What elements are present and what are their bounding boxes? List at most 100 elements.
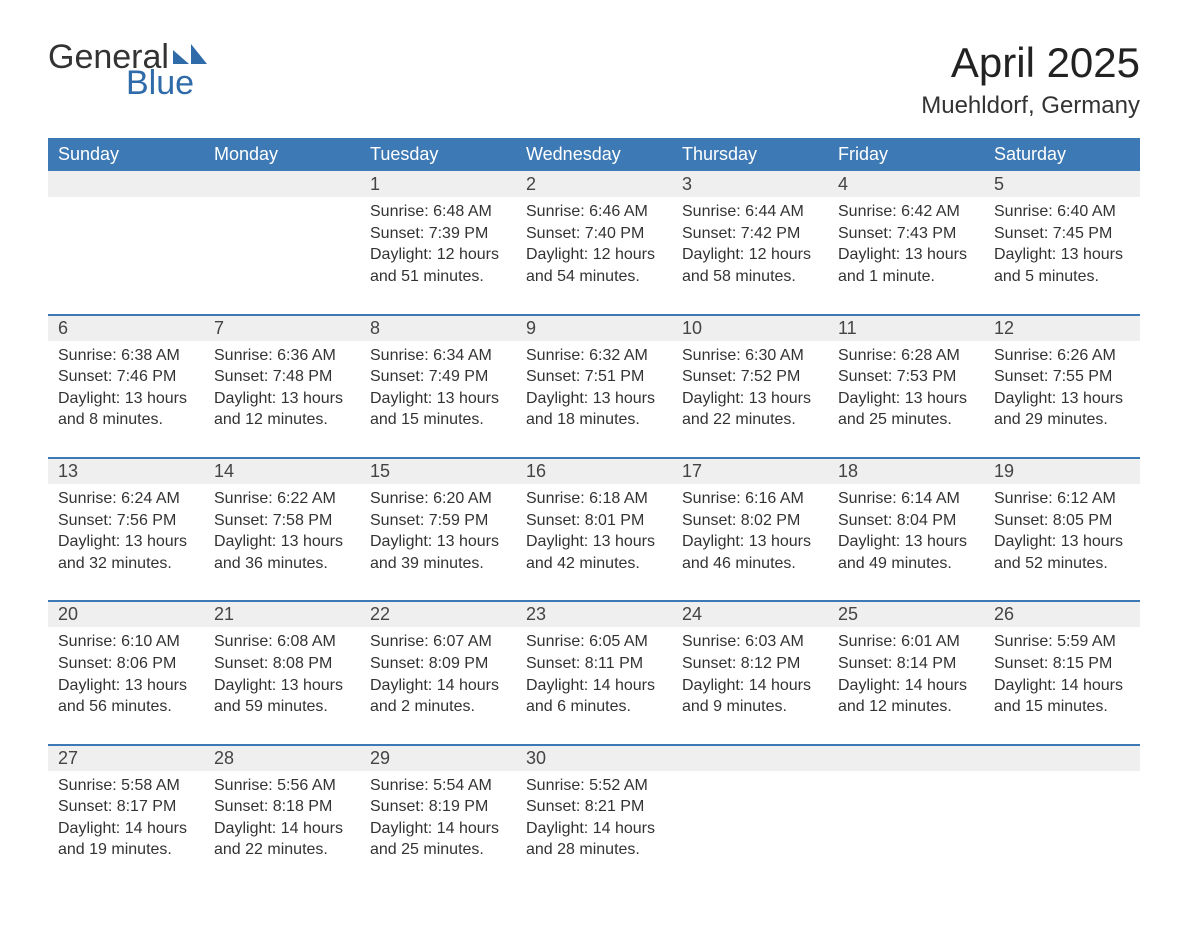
day-number-cell [672,745,828,771]
day-number-cell: 4 [828,171,984,197]
day-detail-cell: Sunrise: 6:48 AMSunset: 7:39 PMDaylight:… [360,197,516,314]
day-number-cell: 18 [828,458,984,484]
day-detail-cell: Sunrise: 6:03 AMSunset: 8:12 PMDaylight:… [672,627,828,744]
day-number-cell: 12 [984,315,1140,341]
day-number-cell: 14 [204,458,360,484]
weekday-header: Friday [828,138,984,171]
weekday-header: Tuesday [360,138,516,171]
day-number-cell: 30 [516,745,672,771]
day-detail-cell: Sunrise: 6:12 AMSunset: 8:05 PMDaylight:… [984,484,1140,601]
sunrise-line: Sunrise: 6:05 AM [526,631,662,653]
day-number-cell: 3 [672,171,828,197]
day-number-cell: 11 [828,315,984,341]
day-detail-cell: Sunrise: 6:22 AMSunset: 7:58 PMDaylight:… [204,484,360,601]
day-number-cell: 8 [360,315,516,341]
day-number-cell: 19 [984,458,1140,484]
logo: General Blue [48,40,207,100]
day-number-cell: 6 [48,315,204,341]
sunset-line: Sunset: 8:01 PM [526,510,662,532]
day-detail-cell: Sunrise: 5:54 AMSunset: 8:19 PMDaylight:… [360,771,516,887]
day-detail-cell: Sunrise: 5:52 AMSunset: 8:21 PMDaylight:… [516,771,672,887]
day-detail-cell [204,197,360,314]
sunset-line: Sunset: 8:09 PM [370,653,506,675]
header: General Blue April 2025 Muehldorf, Germa… [48,40,1140,120]
sunrise-line: Sunrise: 6:14 AM [838,488,974,510]
weekday-header-row: SundayMondayTuesdayWednesdayThursdayFrid… [48,138,1140,171]
day-number-cell: 25 [828,601,984,627]
sunrise-line: Sunrise: 6:48 AM [370,201,506,223]
daylight-line: Daylight: 12 hours and 54 minutes. [526,244,662,287]
day-detail-cell: Sunrise: 6:20 AMSunset: 7:59 PMDaylight:… [360,484,516,601]
day-detail-cell [672,771,828,887]
sunrise-line: Sunrise: 5:58 AM [58,775,194,797]
daylight-line: Daylight: 13 hours and 42 minutes. [526,531,662,574]
day-detail-cell: Sunrise: 6:46 AMSunset: 7:40 PMDaylight:… [516,197,672,314]
sunrise-line: Sunrise: 6:20 AM [370,488,506,510]
day-number-cell: 21 [204,601,360,627]
sunset-line: Sunset: 7:49 PM [370,366,506,388]
sunset-line: Sunset: 7:59 PM [370,510,506,532]
date-detail-row: Sunrise: 5:58 AMSunset: 8:17 PMDaylight:… [48,771,1140,887]
month-title: April 2025 [921,40,1140,86]
sunset-line: Sunset: 8:11 PM [526,653,662,675]
sunset-line: Sunset: 8:12 PM [682,653,818,675]
sunset-line: Sunset: 8:08 PM [214,653,350,675]
daylight-line: Daylight: 13 hours and 52 minutes. [994,531,1130,574]
sunset-line: Sunset: 8:15 PM [994,653,1130,675]
daylight-line: Daylight: 14 hours and 6 minutes. [526,675,662,718]
day-detail-cell: Sunrise: 6:16 AMSunset: 8:02 PMDaylight:… [672,484,828,601]
daylight-line: Daylight: 13 hours and 15 minutes. [370,388,506,431]
daylight-line: Daylight: 14 hours and 25 minutes. [370,818,506,861]
sunset-line: Sunset: 8:06 PM [58,653,194,675]
day-number-cell: 1 [360,171,516,197]
sunset-line: Sunset: 7:46 PM [58,366,194,388]
daylight-line: Daylight: 14 hours and 2 minutes. [370,675,506,718]
sunrise-line: Sunrise: 6:44 AM [682,201,818,223]
sunrise-line: Sunrise: 6:16 AM [682,488,818,510]
date-number-row: 6789101112 [48,315,1140,341]
day-detail-cell: Sunrise: 6:07 AMSunset: 8:09 PMDaylight:… [360,627,516,744]
sunrise-line: Sunrise: 5:52 AM [526,775,662,797]
sunrise-line: Sunrise: 6:42 AM [838,201,974,223]
day-number-cell [204,171,360,197]
sunrise-line: Sunrise: 6:10 AM [58,631,194,653]
sunrise-line: Sunrise: 6:30 AM [682,345,818,367]
day-detail-cell: Sunrise: 5:56 AMSunset: 8:18 PMDaylight:… [204,771,360,887]
sunset-line: Sunset: 8:05 PM [994,510,1130,532]
daylight-line: Daylight: 13 hours and 5 minutes. [994,244,1130,287]
day-number-cell: 22 [360,601,516,627]
date-number-row: 12345 [48,171,1140,197]
daylight-line: Daylight: 13 hours and 36 minutes. [214,531,350,574]
title-block: April 2025 Muehldorf, Germany [921,40,1140,120]
sunrise-line: Sunrise: 6:26 AM [994,345,1130,367]
sunrise-line: Sunrise: 6:38 AM [58,345,194,367]
sunrise-line: Sunrise: 6:28 AM [838,345,974,367]
day-number-cell: 7 [204,315,360,341]
sunrise-line: Sunrise: 6:36 AM [214,345,350,367]
day-detail-cell: Sunrise: 6:28 AMSunset: 7:53 PMDaylight:… [828,341,984,458]
day-detail-cell: Sunrise: 5:58 AMSunset: 8:17 PMDaylight:… [48,771,204,887]
day-number-cell: 20 [48,601,204,627]
day-detail-cell: Sunrise: 6:30 AMSunset: 7:52 PMDaylight:… [672,341,828,458]
sunset-line: Sunset: 8:21 PM [526,796,662,818]
daylight-line: Daylight: 14 hours and 9 minutes. [682,675,818,718]
sunset-line: Sunset: 7:53 PM [838,366,974,388]
sunrise-line: Sunrise: 5:54 AM [370,775,506,797]
sunset-line: Sunset: 7:43 PM [838,223,974,245]
day-detail-cell: Sunrise: 6:08 AMSunset: 8:08 PMDaylight:… [204,627,360,744]
calendar-table: SundayMondayTuesdayWednesdayThursdayFrid… [48,138,1140,887]
sunset-line: Sunset: 7:52 PM [682,366,818,388]
day-number-cell [984,745,1140,771]
day-number-cell: 13 [48,458,204,484]
sunset-line: Sunset: 8:14 PM [838,653,974,675]
sunset-line: Sunset: 7:56 PM [58,510,194,532]
day-detail-cell [48,197,204,314]
sunrise-line: Sunrise: 6:46 AM [526,201,662,223]
sunrise-line: Sunrise: 5:59 AM [994,631,1130,653]
day-number-cell: 23 [516,601,672,627]
date-detail-row: Sunrise: 6:24 AMSunset: 7:56 PMDaylight:… [48,484,1140,601]
daylight-line: Daylight: 14 hours and 19 minutes. [58,818,194,861]
daylight-line: Daylight: 14 hours and 28 minutes. [526,818,662,861]
sunset-line: Sunset: 8:04 PM [838,510,974,532]
daylight-line: Daylight: 13 hours and 12 minutes. [214,388,350,431]
